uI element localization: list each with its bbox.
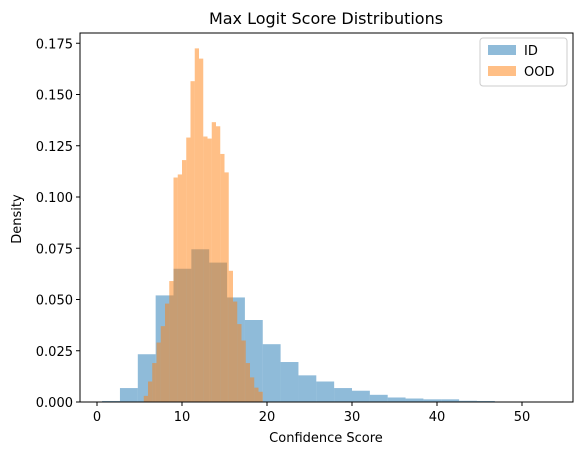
y-tick-label-0: 0.000: [36, 396, 73, 411]
y-tick-label-1: 0.025: [36, 345, 73, 360]
id-bar-19: [441, 399, 460, 402]
y-tick-label-5: 0.125: [36, 140, 73, 155]
ood-bar-13: [199, 58, 204, 403]
y-axis-label: Density: [10, 194, 25, 244]
x-tick-label-3: 30: [344, 410, 361, 425]
ood-bar-27: [258, 391, 263, 402]
ood-bar-17: [216, 126, 221, 403]
id-bar-11: [298, 375, 317, 402]
ood-bar-8: [177, 174, 182, 402]
id-bar-1: [119, 388, 138, 402]
id-bar-14: [352, 390, 370, 402]
ood-bar-5: [165, 303, 170, 402]
ood-bar-6: [169, 281, 174, 402]
ood-bar-21: [233, 301, 238, 402]
ood-bar-24: [245, 363, 250, 402]
y-tick-label-4: 0.100: [36, 191, 73, 206]
ood-bar-23: [241, 340, 246, 402]
id-bar-10: [280, 362, 299, 402]
ood-bar-14: [203, 136, 208, 402]
x-tick-label-0: 0: [93, 410, 101, 425]
bars-layer: [102, 48, 549, 403]
chart-title: Max Logit Score Distributions: [209, 9, 443, 28]
ood-bar-10: [186, 137, 191, 403]
id-bar-13: [334, 388, 352, 402]
ood-bar-22: [237, 324, 242, 402]
plot-frame: [79, 32, 574, 403]
x-axis-label: Confidence Score: [269, 431, 383, 446]
ood-bar-25: [250, 377, 255, 402]
id-bar-9: [262, 344, 281, 402]
legend-swatch-ood: [488, 66, 516, 76]
y-tick-label-3: 0.075: [36, 242, 73, 257]
legend: ID OOD: [479, 37, 568, 87]
x-tick-label-1: 10: [174, 410, 191, 425]
ood-bar-19: [224, 172, 229, 402]
id-bar-15: [369, 394, 388, 402]
ood-bar-18: [220, 153, 225, 402]
x-tick-label-2: 20: [259, 410, 276, 425]
y-tick-label-6: 0.150: [36, 89, 73, 104]
ood-bar-16: [211, 122, 216, 403]
legend-label-ood: OOD: [524, 65, 554, 80]
ood-bar-9: [182, 160, 187, 402]
x-tick-label-5: 50: [514, 410, 531, 425]
id-bar-17: [405, 398, 424, 402]
ood-bar-12: [194, 48, 199, 403]
ood-bar-26: [254, 387, 259, 402]
ood-bar-11: [190, 81, 195, 403]
y-tick-label-2: 0.050: [36, 294, 73, 309]
id-bar-12: [316, 381, 335, 402]
ood-bar-7: [173, 177, 178, 402]
ood-bar-0: [143, 395, 148, 402]
ood-bar-3: [156, 342, 161, 402]
x-tick-label-4: 40: [429, 410, 446, 425]
y-axis-ticks: 0.000 0.025 0.050 0.075 0.100 0.125 0.150 0.175: [36, 37, 80, 411]
id-bar-20: [459, 400, 477, 402]
ood-bar-15: [207, 138, 212, 402]
id-bar-21: [476, 400, 495, 402]
ood-bar-2: [152, 363, 157, 402]
legend-label-id: ID: [524, 44, 538, 59]
id-bar-16: [387, 397, 406, 402]
id-bar-18: [423, 399, 442, 402]
x-axis-ticks: 0 10 20 30 40 50: [93, 402, 530, 425]
ood-bar-20: [228, 270, 233, 402]
ood-bar-1: [148, 381, 153, 402]
legend-swatch-id: [488, 45, 516, 55]
ood-bar-4: [160, 326, 165, 402]
id-bar-0: [102, 400, 120, 402]
y-tick-label-7: 0.175: [36, 37, 73, 52]
